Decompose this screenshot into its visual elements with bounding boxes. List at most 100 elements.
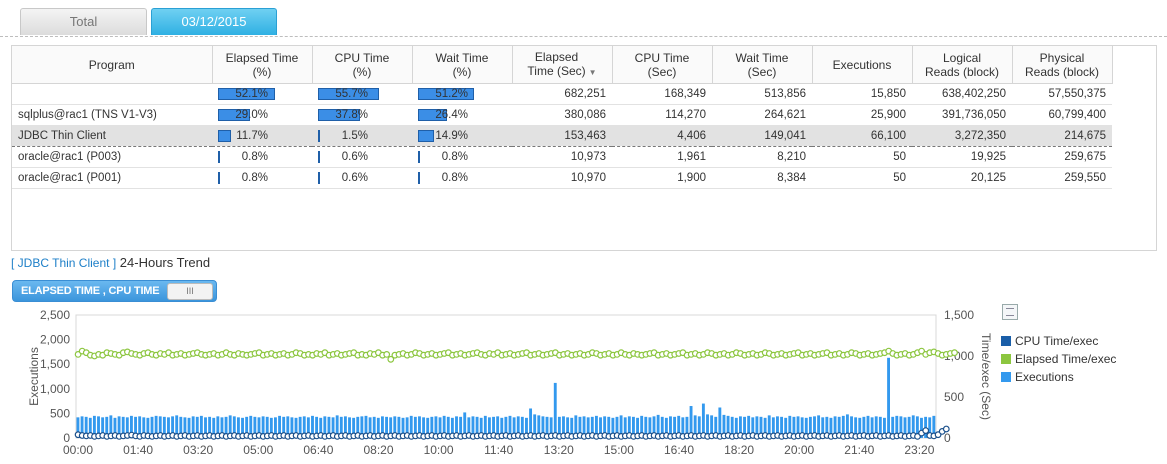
percent-text: 1.5%	[341, 130, 368, 142]
cell-cpu-pct: 0.6%	[312, 167, 412, 189]
table-row[interactable]: oracle@rac1 (P001) 0.8% 0.6% 0.8% 10,970 1,90…	[12, 167, 1112, 189]
execution-bar	[784, 417, 788, 438]
col-cpu-sec[interactable]: CPU Time (Sec)	[612, 46, 713, 84]
execution-bar	[368, 417, 372, 438]
execution-bar	[541, 416, 545, 438]
cell-elapsed-sec: 153,463	[512, 125, 612, 147]
col-elapsed-pct[interactable]: Elapsed Time (%)	[212, 46, 313, 84]
execution-bar	[891, 416, 895, 438]
trend-title-text: 24-Hours Trend	[119, 255, 211, 270]
execution-bar	[162, 416, 166, 438]
cell-executions: 25,900	[812, 104, 912, 126]
col-wait-sec[interactable]: Wait Time (Sec)	[712, 46, 813, 84]
col-logical-reads[interactable]: Logical Reads (block)	[912, 46, 1013, 84]
execution-bar	[101, 417, 105, 438]
execution-bar	[685, 416, 689, 438]
execution-bar	[241, 417, 244, 438]
execution-bar	[808, 416, 812, 438]
execution-bar	[92, 415, 96, 438]
execution-bar	[487, 417, 491, 438]
cell-executions: 66,100	[812, 125, 912, 147]
execution-bar	[887, 357, 890, 438]
trend-context-link[interactable]: [ JDBC Thin Client ]	[11, 256, 117, 270]
legend-item[interactable]: Elapsed Time/exec	[1001, 350, 1116, 368]
export-icon[interactable]	[1002, 304, 1018, 320]
col-wait-pct[interactable]: Wait Time (%)	[412, 46, 513, 84]
percent-text: 14.9%	[435, 130, 468, 142]
trend-chart: 05001,0001,5002,0002,50005001,0001,500Ex…	[27, 308, 993, 457]
cell-cpu-pct: 0.6%	[312, 146, 412, 168]
cell-wait-pct: 51.2%	[412, 83, 512, 105]
execution-bar	[533, 414, 537, 438]
execution-bar	[813, 416, 816, 438]
execution-bar	[319, 417, 323, 438]
cell-cpu-sec: 168,349	[612, 83, 712, 105]
toggle-knob[interactable]: III	[167, 283, 213, 300]
cell-elapsed-pct: 11.7%	[212, 125, 312, 147]
cell-cpu-sec: 4,406	[612, 125, 712, 147]
execution-bar	[619, 415, 623, 438]
cell-cpu-sec: 1,900	[612, 167, 712, 189]
execution-bar	[335, 415, 339, 438]
execution-bar	[343, 416, 347, 438]
col-program[interactable]: Program	[12, 46, 213, 84]
tab-total[interactable]: Total	[20, 8, 147, 35]
execution-bar	[874, 416, 878, 438]
col-cpu-pct[interactable]: CPU Time (%)	[312, 46, 413, 84]
execution-bar	[751, 417, 755, 438]
x-tick: 05:00	[243, 443, 273, 457]
execution-bar	[109, 415, 113, 438]
metric-toggle[interactable]: ELAPSED TIME , CPU TIME III	[12, 280, 217, 302]
execution-bar	[236, 417, 240, 438]
y-right-tick: 1,500	[944, 308, 974, 322]
execution-bar	[747, 415, 751, 438]
execution-bar	[903, 417, 907, 438]
legend-swatch	[1001, 354, 1011, 364]
table-row[interactable]: oracle@rac1 (P003) 0.8% 0.6% 0.8% 10,973 1,96…	[12, 146, 1112, 168]
legend-item[interactable]: CPU Time/exec	[1001, 332, 1116, 350]
execution-bar	[833, 416, 837, 438]
table-row[interactable]: sqlplus@rac1 (TNS V1-V3) 29.0% 37.8% 26.4% 3…	[12, 104, 1112, 126]
execution-bar	[183, 417, 187, 438]
cell-elapsed-sec: 10,970	[512, 167, 612, 189]
execution-bar	[88, 417, 92, 438]
percent-text: 11.7%	[236, 130, 268, 142]
table-row[interactable]: 52.1% 55.7% 51.2% 682,251 168,349 513,856 15,8…	[12, 83, 1112, 105]
execution-bar	[578, 416, 582, 438]
execution-bar	[652, 416, 656, 438]
cell-physical-reads: 57,550,375	[1012, 83, 1112, 105]
cell-cpu-sec: 1,961	[612, 146, 712, 168]
elapsed-point	[951, 349, 958, 357]
execution-bar	[405, 417, 409, 438]
execution-bar	[776, 416, 779, 438]
table-row[interactable]: JDBC Thin Client 11.7% 1.5% 14.9% 153,463 4,4…	[12, 125, 1112, 147]
col-elapsed-sec[interactable]: Elapsed Time (Sec) ▼	[512, 46, 613, 84]
x-tick: 00:00	[63, 443, 93, 457]
execution-bar	[771, 417, 775, 438]
execution-bar	[796, 416, 800, 438]
execution-bar	[788, 415, 792, 438]
execution-bar	[854, 417, 858, 438]
x-tick: 15:00	[604, 443, 634, 457]
legend-swatch	[1001, 336, 1011, 346]
execution-bar	[212, 417, 216, 438]
percent-text: 0.8%	[241, 172, 268, 184]
percent-text: 0.8%	[441, 151, 468, 163]
execution-bar	[689, 406, 693, 438]
legend-item[interactable]: Executions	[1001, 368, 1116, 386]
percent-bar	[418, 172, 420, 184]
execution-bar	[471, 416, 475, 438]
execution-bar	[825, 416, 829, 438]
execution-bar	[171, 416, 175, 438]
percent-text: 37.8%	[335, 109, 368, 121]
col-physical-reads[interactable]: Physical Reads (block)	[1012, 46, 1113, 84]
cell-wait-pct: 26.4%	[412, 104, 512, 126]
execution-bar	[261, 416, 265, 438]
execution-bar	[245, 416, 249, 438]
execution-bar	[759, 416, 763, 438]
cell-executions: 50	[812, 146, 912, 168]
col-executions[interactable]: Executions	[812, 46, 913, 84]
execution-bar	[409, 415, 413, 438]
percent-bar	[218, 172, 220, 184]
tab-date[interactable]: 03/12/2015	[151, 8, 277, 35]
